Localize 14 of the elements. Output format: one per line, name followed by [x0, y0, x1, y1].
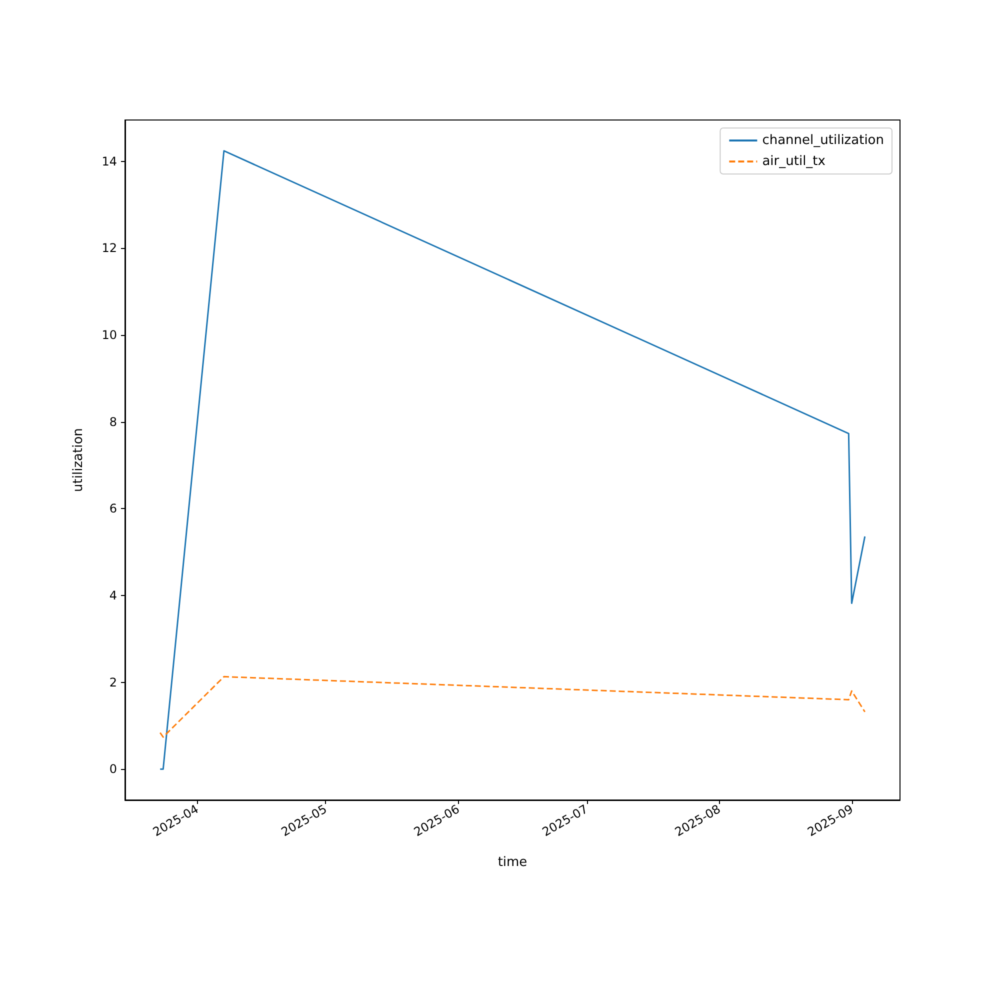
y-tick-label: 8 — [109, 414, 117, 429]
legend-label: air_util_tx — [762, 154, 826, 169]
line-series — [159, 150, 866, 770]
y-tick-label: 0 — [109, 762, 117, 776]
y-axis-title: utilization — [71, 428, 86, 492]
y-tick-label: 6 — [109, 502, 117, 516]
y-tick-label: 12 — [102, 241, 117, 256]
y-tick-label: 10 — [102, 328, 117, 342]
y-tick-label: 4 — [109, 588, 117, 602]
line-series — [159, 676, 866, 738]
x-axis-title: time — [498, 855, 528, 870]
y-tick-label: 2 — [109, 675, 117, 690]
y-tick-label: 14 — [102, 154, 117, 168]
legend-label: channel_utilization — [762, 133, 884, 148]
